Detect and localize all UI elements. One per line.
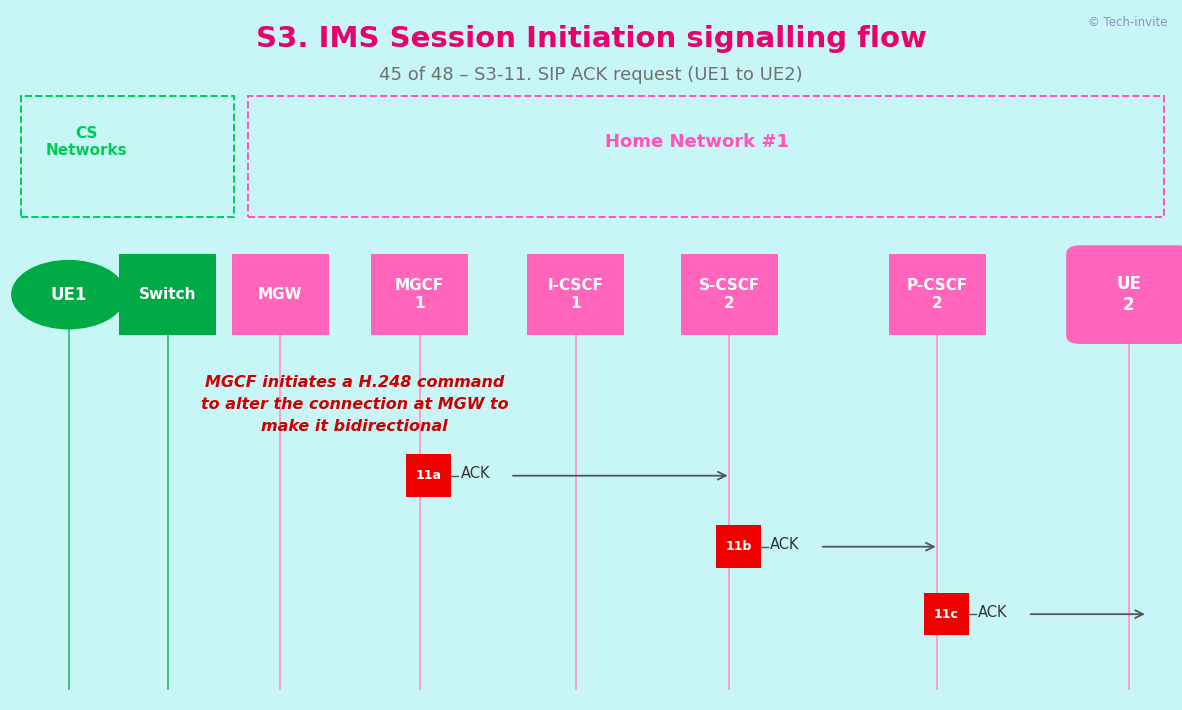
FancyBboxPatch shape [889,254,986,336]
FancyBboxPatch shape [681,254,778,336]
Text: 11a: 11a [416,469,442,482]
FancyBboxPatch shape [716,525,761,568]
Text: CS
Networks: CS Networks [45,126,128,158]
Text: © Tech-invite: © Tech-invite [1089,16,1168,28]
Text: ACK: ACK [979,604,1008,620]
Circle shape [12,261,125,329]
FancyBboxPatch shape [371,254,468,336]
Text: MGCF
1: MGCF 1 [395,278,444,311]
FancyBboxPatch shape [924,593,969,635]
Text: 45 of 48 – S3-11. SIP ACK request (UE1 to UE2): 45 of 48 – S3-11. SIP ACK request (UE1 t… [379,65,803,84]
Text: MGCF initiates a H.248 command
to alter the connection at MGW to
make it bidirec: MGCF initiates a H.248 command to alter … [201,375,508,435]
Text: UE
2: UE 2 [1116,275,1142,314]
Text: Home Network #1: Home Network #1 [605,133,790,151]
Text: ACK: ACK [461,466,491,481]
Text: I-CSCF
1: I-CSCF 1 [547,278,604,311]
Text: MGW: MGW [258,287,303,302]
Text: Switch: Switch [139,287,196,302]
FancyBboxPatch shape [232,254,329,336]
FancyBboxPatch shape [407,454,452,497]
FancyBboxPatch shape [527,254,624,336]
Text: S3. IMS Session Initiation signalling flow: S3. IMS Session Initiation signalling fl… [255,25,927,53]
Text: 11c: 11c [934,608,959,621]
Text: S-CSCF
2: S-CSCF 2 [699,278,760,311]
Text: 11b: 11b [725,540,752,553]
Text: ACK: ACK [771,537,800,552]
FancyBboxPatch shape [119,254,216,336]
Text: UE1: UE1 [51,285,86,304]
FancyBboxPatch shape [1066,246,1182,344]
Text: P-CSCF
2: P-CSCF 2 [907,278,968,311]
